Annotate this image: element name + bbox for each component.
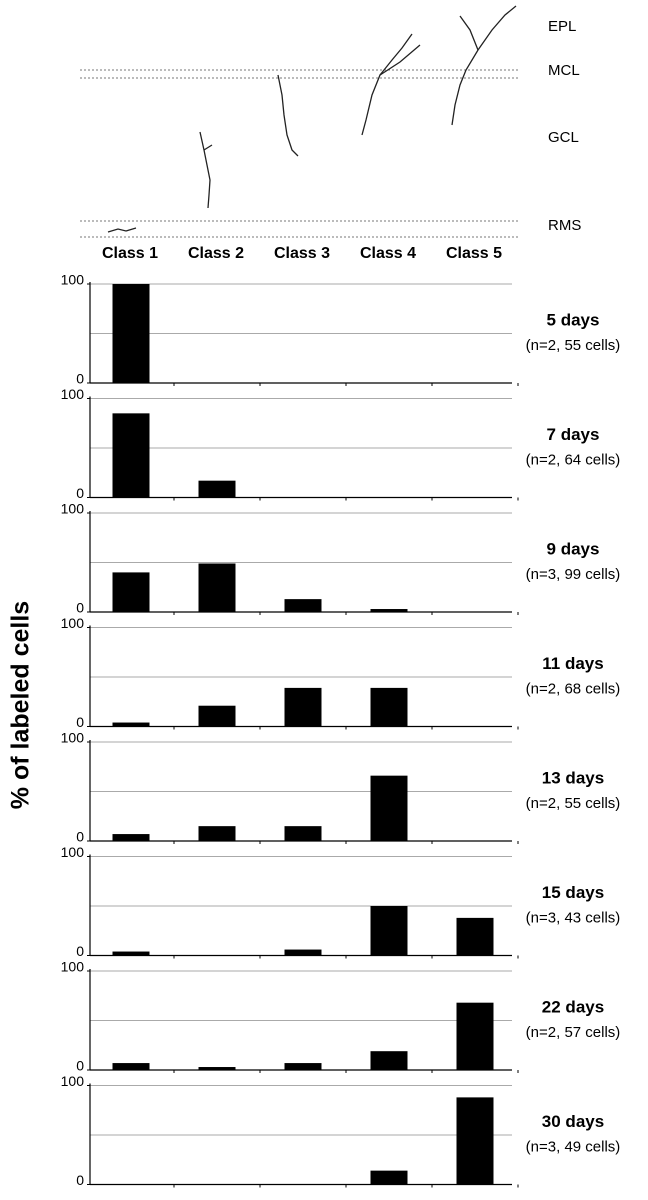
bar — [198, 705, 236, 727]
y-tick-label: 100 — [61, 386, 85, 402]
bar — [284, 599, 322, 612]
layer-boundaries — [80, 69, 518, 238]
panel-title: 13 days — [542, 768, 604, 787]
class-label: Class 2 — [188, 245, 244, 262]
bar — [112, 722, 150, 727]
bar — [198, 480, 236, 498]
bar — [370, 775, 408, 841]
bar — [112, 834, 150, 841]
y-tick-label: 100 — [61, 730, 85, 746]
y-tick-label: 100 — [61, 615, 85, 631]
panel-title: 5 days — [547, 310, 600, 329]
bar — [284, 826, 322, 841]
bar — [284, 1063, 322, 1070]
class-label: Class 4 — [360, 245, 416, 262]
bar — [284, 949, 322, 956]
layer-label: GCL — [548, 129, 579, 146]
bar — [456, 917, 494, 956]
bar — [370, 687, 408, 727]
panel-title: 22 days — [542, 997, 604, 1016]
bar — [370, 906, 408, 956]
bar — [370, 609, 408, 612]
panel-title: 15 days — [542, 883, 604, 902]
class-label: Class 5 — [446, 245, 502, 262]
bar — [456, 1097, 494, 1185]
panel-subtitle: (n=3, 43 cells) — [526, 909, 621, 926]
class-label: Class 3 — [274, 245, 330, 262]
panel-subtitle: (n=3, 49 cells) — [526, 1138, 621, 1155]
y-tick-label: 0 — [76, 714, 84, 730]
bar — [112, 1063, 150, 1070]
panel-title: 11 days — [542, 654, 603, 673]
layer-label: MCL — [548, 62, 580, 79]
layer-label: RMS — [548, 217, 581, 234]
class-label: Class 1 — [102, 245, 158, 262]
panel-title: 9 days — [547, 539, 600, 558]
bar — [112, 413, 150, 498]
y-tick-label: 0 — [76, 943, 84, 959]
bar — [456, 1002, 494, 1070]
neuron-drawings — [107, 5, 517, 233]
layer-label: EPL — [548, 18, 576, 35]
bar — [198, 826, 236, 841]
panel-title: 7 days — [547, 425, 600, 444]
bar — [370, 1051, 408, 1070]
panel-title: 30 days — [542, 1112, 604, 1131]
y-tick-label: 0 — [76, 600, 84, 616]
panel-subtitle: (n=2, 57 cells) — [526, 1024, 621, 1041]
bar — [198, 563, 236, 612]
panel-subtitle: (n=2, 55 cells) — [526, 795, 621, 812]
bar — [284, 687, 322, 727]
panel-subtitle: (n=2, 68 cells) — [526, 680, 621, 697]
panel-subtitle: (n=3, 99 cells) — [526, 566, 621, 583]
bar — [198, 1067, 236, 1070]
bar — [112, 284, 150, 383]
panel-subtitle: (n=2, 64 cells) — [526, 451, 621, 468]
y-tick-label: 0 — [76, 1172, 84, 1188]
bar — [112, 951, 150, 956]
y-axis-label: % of labeled cells — [7, 601, 35, 809]
bar — [370, 1170, 408, 1185]
y-tick-label: 0 — [76, 485, 84, 501]
y-tick-label: 100 — [61, 959, 85, 975]
y-tick-label: 0 — [76, 371, 84, 387]
y-tick-label: 0 — [76, 829, 84, 845]
panel-subtitle: (n=2, 55 cells) — [526, 337, 621, 354]
y-tick-label: 100 — [61, 844, 85, 860]
y-tick-label: 0 — [76, 1058, 84, 1074]
bar — [112, 572, 150, 612]
y-tick-label: 100 — [61, 272, 85, 288]
y-tick-label: 100 — [61, 1073, 85, 1089]
y-tick-label: 100 — [61, 501, 85, 517]
